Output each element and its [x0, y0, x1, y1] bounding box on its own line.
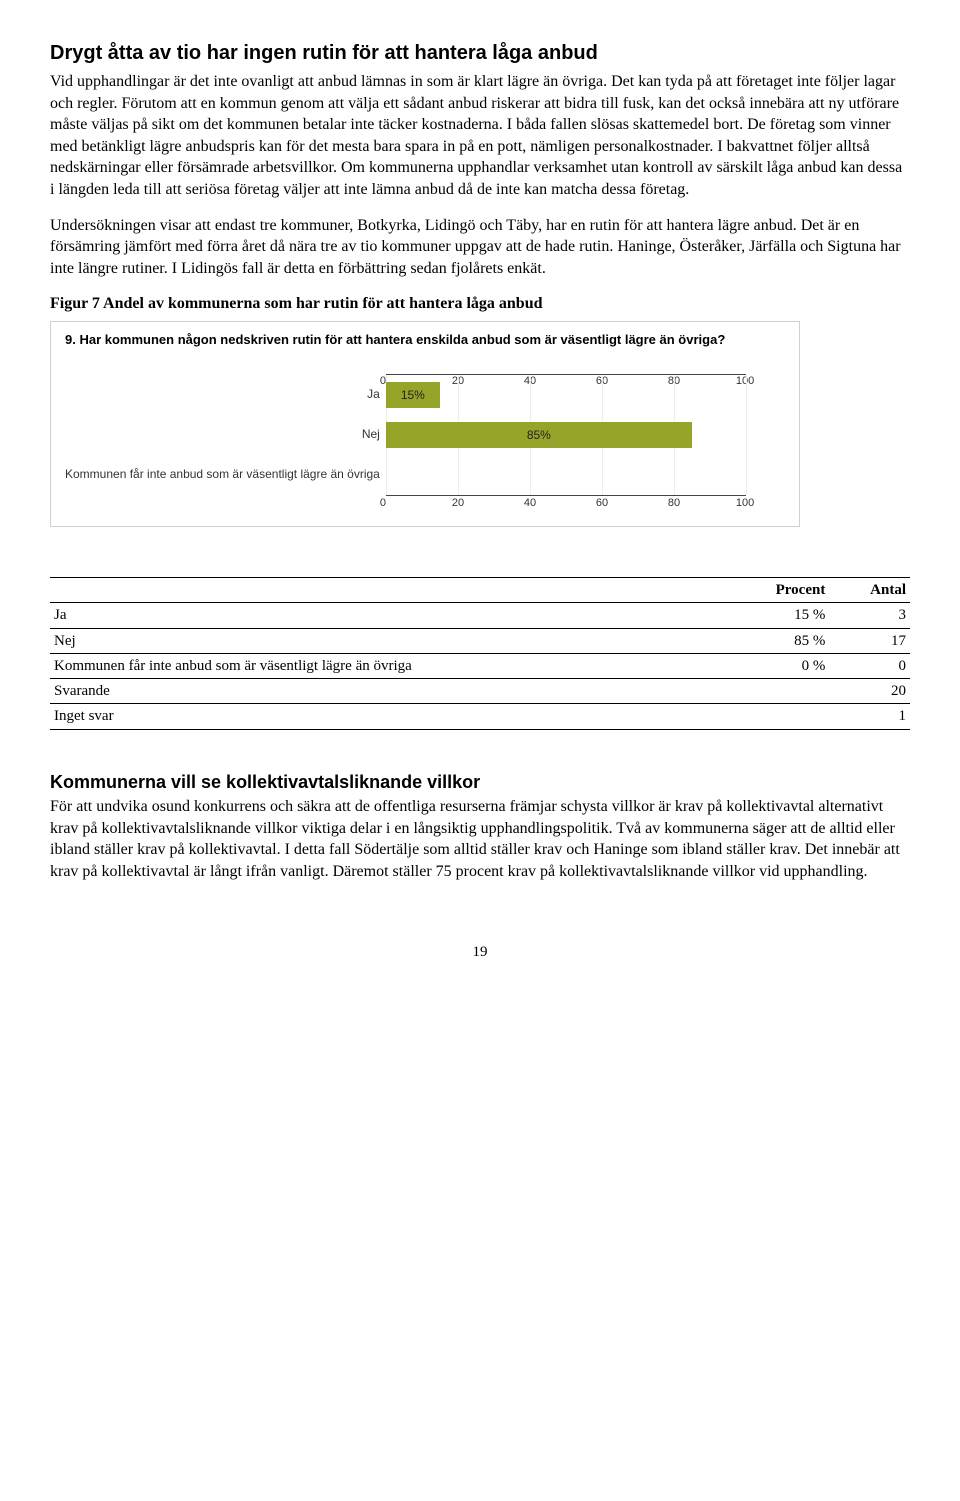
table-cell: 0 [829, 653, 910, 678]
chart-ylabel: Ja [367, 374, 380, 414]
table-cell: 0 % [723, 653, 829, 678]
tick-label: 40 [524, 496, 536, 511]
chart-bar: 85% [386, 422, 692, 448]
table-cell: Nej [50, 628, 723, 653]
chart-bottom-axis: 0 20 40 60 80 100 [386, 496, 746, 512]
chart-ylabel: Nej [362, 414, 380, 454]
table-cell: 17 [829, 628, 910, 653]
chart-plot: 15% 85% [386, 374, 746, 496]
table-cell [723, 679, 829, 704]
table-header: Procent [723, 578, 829, 603]
table-cell [723, 704, 829, 729]
page-number: 19 [50, 942, 910, 962]
chart-bar: 15% [386, 382, 440, 408]
tick-label: 100 [736, 496, 754, 511]
paragraph: Undersökningen visar att endast tre komm… [50, 215, 910, 280]
chart-bar-row [386, 455, 746, 495]
tick-label: 20 [452, 496, 464, 511]
section-title: Drygt åtta av tio har ingen rutin för at… [50, 40, 910, 67]
chart-bar-row: 85% [386, 415, 746, 455]
chart-bar-row: 15% [386, 375, 746, 415]
table-cell: Kommunen får inte anbud som är väsentlig… [50, 653, 723, 678]
chart-title: 9. Har kommunen någon nedskriven rutin f… [65, 332, 785, 348]
table-row: Nej85 %17 [50, 628, 910, 653]
chart-ylabels: Ja Nej Kommunen får inte anbud som är vä… [65, 358, 386, 512]
figure-caption: Figur 7 Andel av kommunerna som har ruti… [50, 293, 910, 315]
subsection-title: Kommunerna vill se kollektivavtalsliknan… [50, 770, 910, 794]
paragraph: För att undvika osund konkurrens och säk… [50, 796, 910, 882]
chart-ylabel: Kommunen får inte anbud som är väsentlig… [65, 454, 380, 494]
paragraph: Vid upphandlingar är det inte ovanligt a… [50, 71, 910, 201]
chart-container: 9. Har kommunen någon nedskriven rutin f… [50, 321, 800, 527]
chart-top-axis: 0 20 40 60 80 100 [386, 358, 746, 374]
table-cell: 3 [829, 603, 910, 628]
table-header [50, 578, 723, 603]
table-row: Ja15 %3 [50, 603, 910, 628]
table-header: Antal [829, 578, 910, 603]
chart-plot-column: 0 20 40 60 80 100 15% 85% 0 20 40 60 80 1… [386, 358, 746, 512]
table-cell: 20 [829, 679, 910, 704]
chart-area: Ja Nej Kommunen får inte anbud som är vä… [65, 358, 785, 512]
tick-label: 80 [668, 496, 680, 511]
data-table: Procent Antal Ja15 %3Nej85 %17Kommunen f… [50, 577, 910, 730]
table-cell: 85 % [723, 628, 829, 653]
table-cell: Inget svar [50, 704, 723, 729]
table-cell: Ja [50, 603, 723, 628]
table-row: Kommunen får inte anbud som är väsentlig… [50, 653, 910, 678]
tick-label: 60 [596, 496, 608, 511]
table-cell: 1 [829, 704, 910, 729]
table-cell: Svarande [50, 679, 723, 704]
table-footer-row: Inget svar 1 [50, 704, 910, 729]
table-cell: 15 % [723, 603, 829, 628]
table-footer-row: Svarande 20 [50, 679, 910, 704]
tick-label: 0 [380, 496, 386, 511]
